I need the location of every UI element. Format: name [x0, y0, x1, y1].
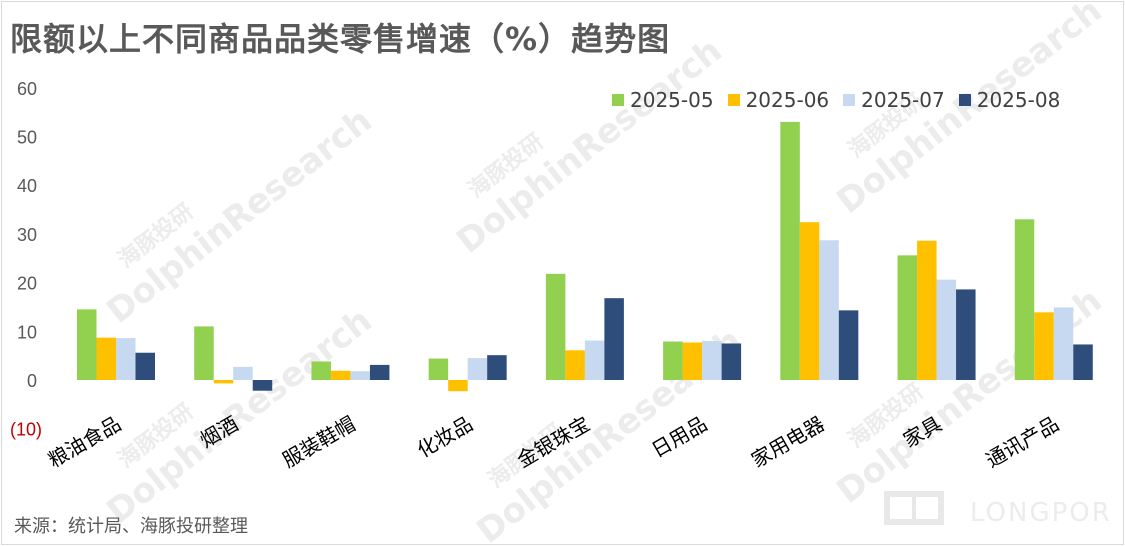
chart-legend: 2025-05 2025-06 2025-07 2025-08	[612, 88, 1060, 112]
bar	[194, 326, 214, 380]
bar	[233, 366, 253, 380]
bar	[721, 343, 742, 380]
x-tick-label: 服装鞋帽	[278, 412, 359, 473]
bar	[702, 341, 722, 380]
watermark-en: DolphinResearch	[449, 31, 729, 262]
bar	[545, 273, 566, 380]
bar	[96, 337, 116, 380]
bar	[584, 340, 605, 380]
axis-layer: 60 50 40 30 20 10 0 (10)	[10, 79, 42, 440]
svg-text:LONGPORT: LONGPORT	[970, 498, 1110, 528]
y-tick-label: 50	[17, 128, 37, 148]
bars-layer	[77, 121, 1093, 392]
bar	[77, 309, 97, 380]
bar	[1034, 312, 1054, 380]
bar	[311, 361, 331, 380]
x-tick-label: 家用电器	[747, 412, 828, 473]
legend-swatch	[612, 94, 624, 106]
bar	[1053, 307, 1074, 380]
bar	[780, 121, 800, 380]
legend-swatch	[727, 94, 740, 106]
y-tick-label: 40	[17, 176, 37, 196]
bar	[1073, 344, 1093, 380]
legend-swatch	[958, 94, 971, 106]
bar	[565, 350, 585, 380]
bar	[213, 380, 234, 384]
legend-label: 2025-06	[745, 88, 830, 112]
bar	[663, 341, 683, 380]
bar	[682, 342, 703, 380]
legend-swatch	[843, 94, 856, 106]
chart-title: 限额以上不同商品品类零售增速（%）趋势图	[10, 20, 671, 58]
y-tick-label: (10)	[10, 420, 42, 440]
legend-item: 2025-08	[958, 88, 1061, 112]
y-tick-label: 20	[17, 274, 37, 294]
bar	[936, 279, 957, 380]
y-tick-label: 0	[27, 371, 37, 391]
bar	[897, 255, 918, 380]
legend-item: 2025-05	[612, 88, 714, 112]
bar	[369, 364, 390, 380]
y-tick-label: 30	[17, 225, 37, 245]
x-tick-label: 粮油食品	[44, 412, 125, 473]
bar	[116, 338, 136, 380]
legend-item: 2025-06	[727, 88, 830, 112]
y-tick-label: 60	[17, 79, 37, 99]
legend-item: 2025-07	[843, 88, 945, 112]
bar	[487, 355, 507, 380]
bar	[819, 240, 839, 380]
bar	[799, 222, 820, 380]
legend-label: 2025-05	[630, 88, 714, 112]
legend-label: 2025-08	[976, 88, 1061, 112]
bar	[838, 310, 859, 380]
x-tick-label: 化妆品	[413, 412, 477, 463]
source-note: 来源：统计局、海豚投研整理	[14, 516, 248, 537]
bar	[330, 370, 351, 380]
bar	[467, 358, 488, 380]
bar	[448, 380, 468, 392]
bar	[350, 371, 370, 380]
y-tick-label: 10	[17, 322, 37, 342]
longport-logo: LONGPORT	[884, 491, 1110, 528]
bar	[428, 358, 449, 380]
bar	[917, 240, 937, 380]
bar	[135, 352, 155, 380]
x-tick-label: 通讯产品	[982, 412, 1063, 473]
bar	[604, 298, 624, 380]
watermark-en: DolphinResearch	[99, 301, 379, 532]
legend-label: 2025-07	[861, 88, 945, 112]
bar	[252, 380, 273, 391]
bar	[956, 289, 976, 380]
bar	[1014, 219, 1035, 380]
watermark-en: DolphinResearch	[99, 101, 379, 332]
